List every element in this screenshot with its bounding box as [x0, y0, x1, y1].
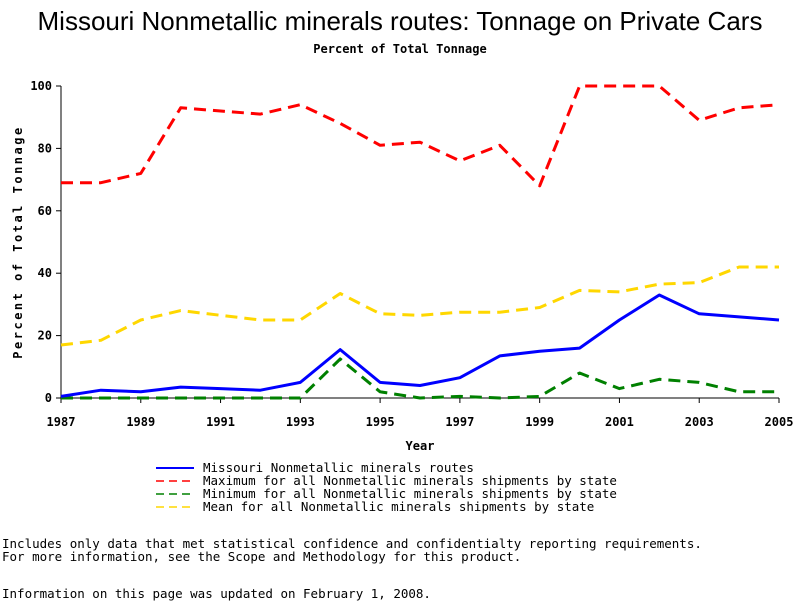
x-tick-label: 1997 — [445, 415, 474, 429]
x-tick-label: 2005 — [765, 415, 794, 429]
x-tick-label: 2001 — [605, 415, 634, 429]
series-line-2 — [61, 357, 779, 400]
legend-label-2: Minimum for all Nonmetallic minerals shi… — [203, 486, 617, 501]
y-axis-title: Percent of Total Tonnage — [11, 125, 25, 358]
y-tick-label: 60 — [38, 204, 52, 218]
chart-series — [60, 84, 780, 400]
legend-label-3: Mean for all Nonmetallic minerals shipme… — [203, 499, 594, 514]
chart-axes: 0 20 40 60 80 100 1987 1989 1991 1993 1995 1997 1999… — [11, 79, 793, 453]
y-tick-label: 20 — [38, 329, 52, 343]
x-tick-label: 1991 — [206, 415, 235, 429]
x-tick-label: 1995 — [366, 415, 395, 429]
chart-subtitle: Percent of Total Tonnage — [313, 42, 487, 56]
series-line-0 — [60, 293, 780, 398]
y-tick-label: 80 — [38, 141, 52, 155]
series-line-1 — [61, 84, 780, 188]
footnote-updated: Information on this page was updated on … — [2, 586, 431, 601]
x-axis-title: Year — [406, 439, 435, 453]
x-tick-label: 1993 — [286, 415, 315, 429]
legend-label-0: Missouri Nonmetallic minerals routes — [203, 460, 474, 475]
chart-title: Missouri Nonmetallic minerals routes: To… — [37, 6, 763, 36]
x-tick-label: 2003 — [685, 415, 714, 429]
footnote-confidence: Includes only data that met statistical … — [2, 536, 702, 551]
y-tick-label: 100 — [30, 79, 52, 93]
y-tick-label: 0 — [45, 391, 52, 405]
footnote-methodology: For more information, see the Scope and … — [2, 549, 522, 564]
legend-label-1: Maximum for all Nonmetallic minerals shi… — [203, 473, 617, 488]
y-tick-label: 40 — [38, 266, 52, 280]
chart-legend: Missouri Nonmetallic minerals routesMaxi… — [156, 460, 617, 514]
x-tick-label: 1987 — [47, 415, 76, 429]
x-tick-label: 1989 — [126, 415, 155, 429]
x-tick-label: 1999 — [525, 415, 554, 429]
series-line-3 — [60, 265, 779, 347]
